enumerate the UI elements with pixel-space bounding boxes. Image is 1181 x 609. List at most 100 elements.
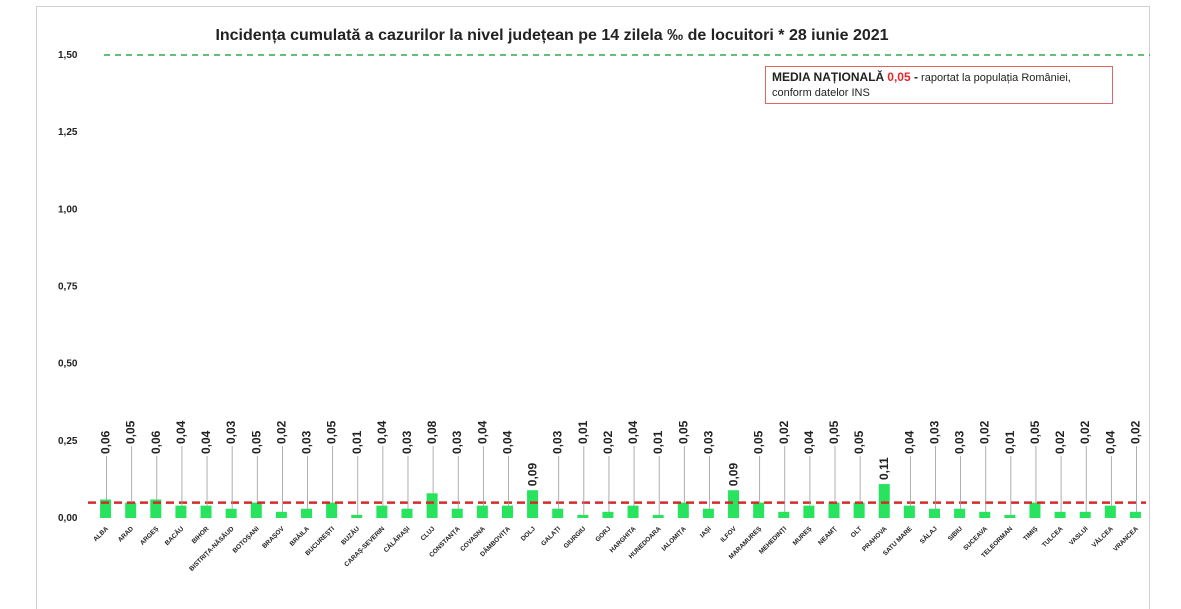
value-label: 0,05: [325, 420, 339, 444]
value-label: 0,04: [375, 420, 389, 444]
category-label: OLT: [850, 525, 864, 539]
value-label: 0,04: [1103, 430, 1117, 454]
bar: [1079, 511, 1091, 518]
value-label: 0,05: [827, 420, 841, 444]
value-label: 0,06: [149, 430, 163, 454]
bar: [225, 508, 237, 518]
category-label: VRANCEA: [1112, 525, 1140, 553]
bar: [928, 508, 940, 518]
bar: [401, 508, 413, 518]
bar: [125, 502, 137, 518]
category-label: BIHOR: [191, 525, 211, 545]
bar: [1029, 502, 1041, 518]
value-labels: 0,06 0,05 0,06 0,04 0,04 0,03 0,05 0,02 0,03 0,05…: [99, 420, 1143, 486]
value-label: 0,03: [701, 430, 715, 454]
bar: [954, 508, 966, 518]
value-label: 0,02: [777, 420, 791, 444]
value-label: 0,02: [1078, 420, 1092, 444]
category-label: IALOMIȚA: [661, 525, 688, 552]
bar: [627, 505, 639, 518]
category-label: BISTRIȚA-NĂSĂUD: [187, 524, 236, 573]
value-label: 0,01: [576, 420, 590, 444]
category-label: ARAD: [117, 525, 135, 543]
bar: [150, 499, 162, 518]
value-label: 0,03: [953, 430, 967, 454]
value-label: 0,03: [400, 430, 414, 454]
y-axis: 0,00 0,25 0,50 0,75 1,00 1,25 1,50: [58, 50, 78, 524]
category-label: NEAMȚ: [817, 525, 838, 546]
value-label: 0,11: [877, 457, 891, 480]
category-label: MUREȘ: [792, 525, 814, 547]
chart-title: Incidența cumulată a cazurilor la nivel …: [215, 27, 888, 44]
category-label: BUZĂU: [339, 524, 362, 547]
category-label: GIURGIU: [563, 525, 588, 550]
category-label: BRĂILA: [287, 524, 311, 548]
note-bold-label: MEDIA NAȚIONALĂ: [772, 70, 885, 84]
category-label: ILFOV: [719, 525, 738, 544]
category-label: TULCEA: [1041, 525, 1065, 549]
value-label: 0,04: [802, 430, 816, 454]
bar: [476, 505, 488, 518]
bar: [552, 508, 564, 518]
value-label: 0,02: [601, 430, 615, 454]
category-label: CĂLĂRAȘI: [381, 524, 411, 554]
value-label: 0,04: [500, 430, 514, 454]
category-label: VASLUI: [1068, 525, 1090, 547]
category-label: BACĂU: [162, 524, 185, 547]
label-leaders: [106, 446, 1137, 515]
value-label: 0,04: [626, 420, 640, 444]
value-label: 0,05: [124, 420, 138, 444]
value-label: 0,04: [174, 420, 188, 444]
y-tick-label: 0,00: [58, 513, 78, 524]
value-label: 0,01: [651, 430, 665, 454]
bar: [175, 505, 187, 518]
value-label: 0,05: [852, 430, 866, 454]
bar: [878, 484, 890, 518]
y-tick-label: 0,50: [58, 359, 78, 370]
y-tick-label: 1,25: [58, 127, 78, 138]
note-average-value: 0,05: [887, 70, 911, 84]
category-label: GALAȚI: [540, 525, 562, 547]
value-label: 0,02: [978, 420, 992, 444]
value-label: 0,01: [350, 430, 364, 454]
value-label: 0,03: [300, 430, 314, 454]
value-label: 0,01: [1003, 430, 1017, 454]
value-label: 0,02: [1128, 420, 1142, 444]
bar: [602, 511, 614, 518]
bar: [652, 514, 664, 518]
value-label: 0,04: [199, 430, 213, 454]
category-label: DOLJ: [520, 525, 537, 542]
category-label: IAȘI: [699, 525, 713, 539]
value-label: 0,05: [676, 420, 690, 444]
bar: [275, 511, 287, 518]
value-label: 0,05: [249, 430, 263, 454]
value-label: 0,04: [902, 430, 916, 454]
category-label: TIMIȘ: [1022, 525, 1040, 543]
value-label: 0,03: [927, 420, 941, 444]
bar: [577, 514, 589, 518]
bar: [677, 502, 689, 518]
note-text-line2: conform datelor INS: [772, 87, 870, 99]
value-label: 0,03: [224, 420, 238, 444]
bar: [200, 505, 212, 518]
bar: [501, 505, 513, 518]
value-label: 0,03: [450, 430, 464, 454]
category-label: VÂLCEA: [1089, 524, 1114, 549]
bar: [376, 505, 388, 518]
bars: [100, 484, 1141, 518]
bar: [728, 490, 740, 518]
bar: [426, 493, 438, 518]
value-label: 0,05: [1028, 420, 1042, 444]
bar: [1054, 511, 1066, 518]
bar: [979, 511, 991, 518]
value-label: 0,02: [274, 420, 288, 444]
bar: [351, 514, 363, 518]
bar: [527, 490, 539, 518]
value-label: 0,02: [1053, 430, 1067, 454]
value-label: 0,09: [727, 463, 741, 487]
bar: [753, 502, 765, 518]
bar: [1129, 511, 1141, 518]
note-text-line1: raportat la populația României,: [917, 72, 1071, 84]
bar: [828, 502, 840, 518]
